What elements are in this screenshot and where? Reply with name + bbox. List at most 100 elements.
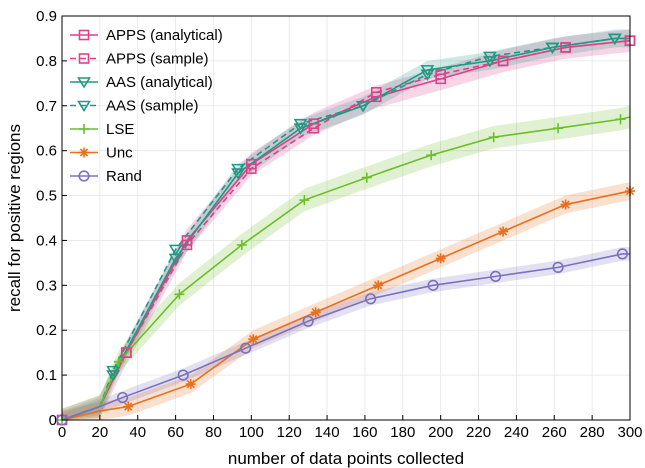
unc-marker (435, 253, 446, 264)
legend-marker-lse (79, 124, 89, 134)
lse-marker (299, 195, 310, 206)
x-tick-label: 260 (542, 424, 567, 441)
y-tick-label: 0 (49, 412, 57, 429)
x-tick-label: 200 (428, 424, 453, 441)
aas-analytical-marker (482, 56, 497, 68)
y-tick-label: 0.8 (36, 53, 57, 70)
lse-marker (615, 114, 626, 125)
y-tick-label: 0.2 (36, 322, 57, 339)
legend-label-unc: Unc (106, 145, 133, 162)
legend-marker-unc (79, 147, 89, 158)
aas-analytical-marker (293, 123, 308, 135)
legend-label-aas-analytical: AAS (analytical) (106, 74, 213, 91)
rand-marker (616, 248, 629, 260)
unc-marker (248, 334, 259, 345)
aas-sample-marker (607, 33, 622, 45)
legend-label-apps-sample: APPS (sample) (106, 51, 209, 68)
x-tick-label: 220 (466, 424, 491, 441)
apps-sample-marker (370, 87, 382, 98)
rand-marker (240, 342, 252, 354)
apps-sample-marker (181, 239, 193, 251)
unc-marker (560, 199, 571, 210)
y-tick-label: 0.4 (36, 232, 57, 249)
rand-marker (302, 315, 314, 327)
lse-marker (361, 172, 372, 183)
axis-ticks: 0 20 40 60 80 100 120 140 160 180 200 220 240 260 280 3… (36, 8, 642, 441)
lse-line (61, 116, 631, 421)
rand-marker (116, 391, 129, 404)
y-axis-label: recall for positive regions (5, 124, 24, 312)
lse-marker (426, 150, 437, 161)
series-markers (56, 33, 636, 426)
aas-sample-marker (231, 163, 246, 176)
aas-sample-marker (168, 244, 183, 256)
aas-sample-marker (545, 42, 560, 54)
y-tick-label: 0.7 (36, 98, 57, 115)
apps-sample-marker (246, 163, 257, 174)
x-axis-label: number of data points collected (228, 449, 464, 468)
unc-marker (498, 226, 509, 237)
series-lines (61, 37, 631, 421)
rand-marker (552, 261, 564, 273)
grid (61, 15, 631, 421)
legend-marker-rand (78, 170, 90, 182)
aas-analytical-marker (231, 168, 246, 180)
aas-sample-line (61, 37, 630, 421)
lse-marker (553, 123, 564, 134)
unc-marker (123, 401, 134, 412)
apps-sample-marker (308, 122, 320, 134)
apps-sample-marker (121, 347, 132, 358)
x-tick-label: 300 (617, 424, 642, 441)
x-tick-label: 120 (277, 424, 302, 441)
y-tick-label: 0.6 (36, 143, 57, 160)
apps-sample-marker (560, 42, 571, 53)
x-tick-label: 180 (390, 424, 415, 441)
lse-marker (174, 289, 185, 300)
legend: APPS (analytical) APPS (sample) AAS (analy… (70, 27, 223, 185)
x-tick-label: 160 (352, 424, 377, 441)
lse-marker (236, 239, 247, 250)
rand-marker (365, 293, 377, 305)
apps-sample-marker (497, 55, 509, 67)
legend-label-apps-analytical: APPS (analytical) (106, 27, 223, 44)
y-tick-label: 0.5 (36, 188, 57, 205)
x-tick-label: 100 (239, 424, 264, 441)
y-tick-label: 0.1 (36, 367, 57, 384)
x-tick-label: 80 (205, 424, 222, 441)
apps-sample-marker (435, 69, 446, 80)
lse-marker (488, 132, 499, 143)
legend-label-lse: LSE (106, 121, 134, 138)
legend-marker-apps-sample (78, 53, 90, 64)
legend-label-rand: Rand (106, 168, 142, 185)
aas-sample-marker (482, 51, 497, 63)
lse-band (62, 105, 630, 421)
rand-marker (489, 270, 502, 282)
aas-sample-marker (356, 100, 370, 113)
legend-label-aas-sample: AAS (sample) (106, 98, 199, 115)
aas-analytical-marker (106, 370, 121, 382)
x-tick-label: 140 (315, 424, 340, 441)
aas-analytical-band (62, 29, 630, 420)
unc-marker (185, 379, 196, 390)
rand-marker (177, 369, 189, 381)
x-tick-label: 280 (580, 424, 605, 441)
aas-analytical-line (61, 37, 630, 421)
legend-marker-apps-analytical (78, 29, 90, 41)
apps-analytical-band (62, 29, 630, 420)
aas-sample-marker (293, 118, 308, 131)
legend-marker-aas-sample (77, 100, 91, 113)
x-tick-label: 40 (129, 424, 146, 441)
aas-sample-marker (420, 69, 435, 81)
aas-sample-marker (106, 365, 121, 378)
y-tick-label: 0.9 (36, 8, 57, 25)
legend-marker-aas-analytical (77, 77, 91, 89)
x-tick-label: 20 (92, 424, 109, 441)
x-tick-label: 60 (167, 424, 184, 441)
unc-marker (310, 307, 321, 318)
x-tick-label: 0 (58, 424, 66, 441)
unc-band (62, 182, 630, 420)
unc-marker (373, 280, 384, 291)
rand-line (61, 253, 630, 421)
x-tick-label: 240 (504, 424, 529, 441)
